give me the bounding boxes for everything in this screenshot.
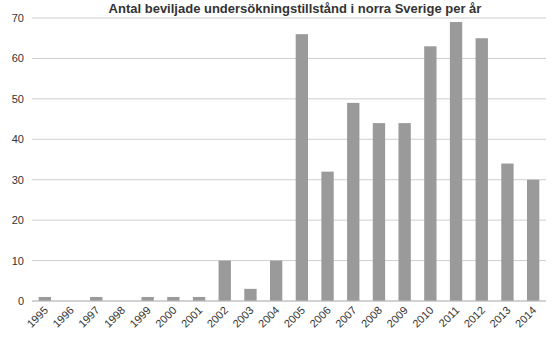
x-tick-label: 1995 — [24, 304, 50, 330]
grid-line — [32, 18, 546, 19]
bar — [270, 261, 282, 301]
y-tick-label: 20 — [12, 214, 24, 226]
x-tick-label: 1996 — [50, 304, 76, 330]
bar — [321, 172, 333, 301]
x-axis-line — [32, 301, 546, 302]
bar — [39, 297, 51, 301]
y-tick-label: 60 — [12, 52, 24, 64]
x-tick-label: 1997 — [76, 304, 102, 330]
bar — [398, 123, 410, 301]
chart-container: Antal beviljade undersökningstillstånd i… — [0, 0, 552, 349]
grid-line — [32, 179, 546, 180]
x-tick-label: 2007 — [333, 304, 359, 330]
bar — [450, 22, 462, 301]
y-tick-label: 30 — [12, 174, 24, 186]
chart-svg: Antal beviljade undersökningstillstånd i… — [0, 0, 552, 349]
grid-line — [32, 260, 546, 261]
x-tick-label: 2000 — [153, 304, 179, 330]
grid-line — [32, 98, 546, 99]
y-tick-label: 40 — [12, 133, 24, 145]
bars — [39, 22, 540, 301]
x-tick-label: 1999 — [127, 304, 153, 330]
bar — [424, 46, 436, 301]
grid-line — [32, 220, 546, 221]
x-tick-label: 2005 — [281, 304, 307, 330]
x-tick-label: 2013 — [487, 304, 513, 330]
x-tick-label: 2011 — [436, 304, 461, 329]
bar — [373, 123, 385, 301]
x-tick-label: 2001 — [179, 304, 205, 330]
x-tick-label: 1998 — [102, 304, 128, 330]
chart-title: Antal beviljade undersökningstillstånd i… — [109, 1, 482, 16]
grid-line — [32, 139, 546, 140]
x-tick-label: 2012 — [461, 304, 487, 330]
bar — [167, 297, 179, 301]
bar — [501, 164, 513, 301]
y-tick-label: 0 — [18, 295, 24, 307]
bar — [141, 297, 153, 301]
bar — [347, 103, 359, 301]
x-tick-label: 2006 — [307, 304, 333, 330]
x-tick-label: 2002 — [204, 304, 230, 330]
bar — [219, 261, 231, 301]
y-tick-label: 50 — [12, 93, 24, 105]
grid-line — [32, 58, 546, 59]
x-tick-label: 2009 — [384, 304, 410, 330]
bar — [193, 297, 205, 301]
x-tick-label: 2008 — [359, 304, 385, 330]
bar — [527, 180, 539, 301]
bar — [296, 34, 308, 301]
x-tick-label: 2010 — [410, 304, 436, 330]
x-tick-label: 2004 — [256, 304, 282, 330]
y-tick-label: 70 — [12, 12, 24, 24]
y-tick-label: 10 — [12, 255, 24, 267]
grid-line — [32, 301, 546, 302]
bar — [90, 297, 102, 301]
bar — [244, 289, 256, 301]
x-tick-label: 2003 — [230, 304, 256, 330]
x-tick-label: 2014 — [513, 304, 539, 330]
bar — [476, 38, 488, 301]
